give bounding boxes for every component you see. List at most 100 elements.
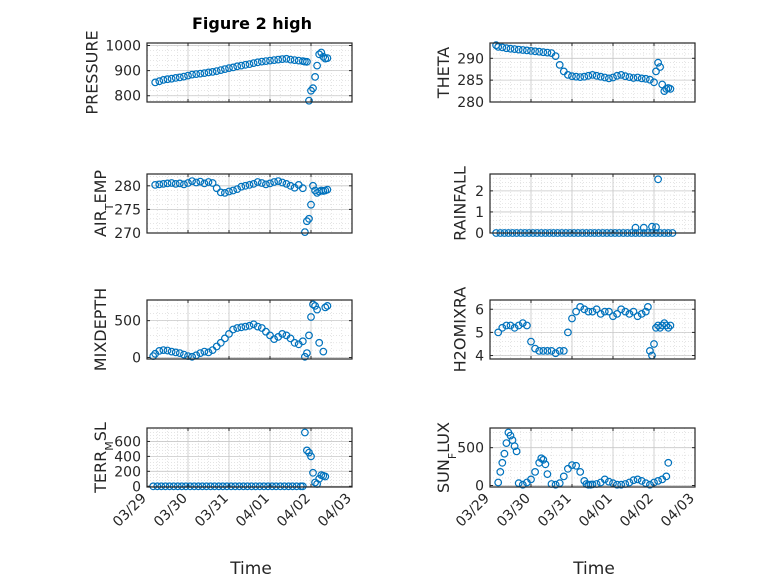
data-point <box>301 228 309 237</box>
x-tick-label: 04/02 <box>617 491 657 531</box>
data-point <box>257 57 266 66</box>
data-point <box>188 177 197 186</box>
data-point <box>568 314 576 323</box>
x-tick-label: 03/29 <box>453 491 493 531</box>
data-point <box>237 61 246 70</box>
data-point <box>225 64 233 72</box>
data-point <box>245 321 254 330</box>
data-point <box>241 322 250 331</box>
data-point <box>169 482 178 491</box>
data-point <box>621 72 630 81</box>
data-point <box>588 480 597 489</box>
x-tick-label: 04/01 <box>576 491 616 531</box>
y-axis-label: TERRMSL <box>91 422 116 494</box>
data-point <box>253 58 262 67</box>
data-point <box>270 178 279 186</box>
data-point <box>605 307 613 316</box>
y-axis-label: PRESSURE <box>82 30 101 114</box>
data-point <box>165 482 174 491</box>
data-point <box>315 338 324 347</box>
data-point <box>555 61 564 69</box>
data-point <box>247 482 256 491</box>
data-point <box>535 347 544 355</box>
data-point <box>514 321 523 330</box>
data-point <box>290 338 299 347</box>
data-point <box>652 67 660 76</box>
data-point <box>245 60 254 68</box>
data-point <box>286 334 295 343</box>
data-point <box>654 58 662 67</box>
data-point <box>307 313 315 321</box>
data-point <box>237 323 246 332</box>
data-point <box>617 70 626 79</box>
data-point <box>171 348 180 357</box>
data-point <box>175 349 184 358</box>
data-point <box>161 482 170 491</box>
data-point <box>605 477 613 486</box>
data-point <box>633 312 642 321</box>
data-point <box>494 478 503 487</box>
data-point <box>159 346 168 355</box>
data-point <box>216 188 225 197</box>
data-point <box>584 480 593 489</box>
data-point <box>609 73 617 82</box>
data-point <box>555 347 564 355</box>
y-tick-label: 0 <box>132 479 141 495</box>
data-point <box>494 43 503 51</box>
axes-background <box>147 174 352 233</box>
y-tick-label: 0 <box>475 478 484 494</box>
data-point <box>609 312 617 321</box>
data-point <box>210 482 219 491</box>
data-point <box>568 72 576 81</box>
x-tick-label: 03/30 <box>151 491 191 531</box>
series-points <box>149 428 330 491</box>
y-tick-label: 500 <box>114 314 141 330</box>
axes-box <box>489 427 696 488</box>
data-point <box>208 67 217 76</box>
data-point <box>506 321 515 330</box>
data-point <box>666 84 675 93</box>
data-point <box>523 321 531 330</box>
major-grid <box>489 174 696 234</box>
data-point <box>298 482 307 491</box>
data-point <box>319 347 328 356</box>
data-point <box>220 65 229 73</box>
data-point <box>262 57 270 65</box>
data-point <box>157 482 166 491</box>
data-point <box>588 307 597 316</box>
data-point <box>543 470 552 479</box>
data-point <box>617 305 626 314</box>
data-point <box>311 72 320 81</box>
data-point <box>266 179 274 188</box>
data-point <box>596 72 605 81</box>
major-grid <box>146 300 353 359</box>
data-point <box>633 73 642 82</box>
data-point <box>580 72 589 81</box>
data-point <box>637 477 646 485</box>
data-point <box>506 431 515 440</box>
data-point <box>188 352 197 361</box>
data-point <box>662 472 671 481</box>
data-point <box>270 335 279 344</box>
data-point <box>666 321 675 330</box>
data-point <box>264 482 272 491</box>
y-tick-label: 0 <box>132 351 141 367</box>
data-point <box>317 48 326 57</box>
data-point <box>192 70 201 78</box>
data-point <box>646 480 654 489</box>
data-point <box>613 480 621 489</box>
data-point <box>592 305 601 314</box>
data-point <box>225 187 233 196</box>
data-point <box>305 448 313 457</box>
data-point <box>216 66 225 74</box>
data-point <box>274 55 283 64</box>
data-point <box>572 461 580 470</box>
figure-title: Figure 2 high <box>192 14 312 33</box>
data-point <box>155 347 164 355</box>
data-point <box>650 78 658 87</box>
data-point <box>568 461 576 470</box>
